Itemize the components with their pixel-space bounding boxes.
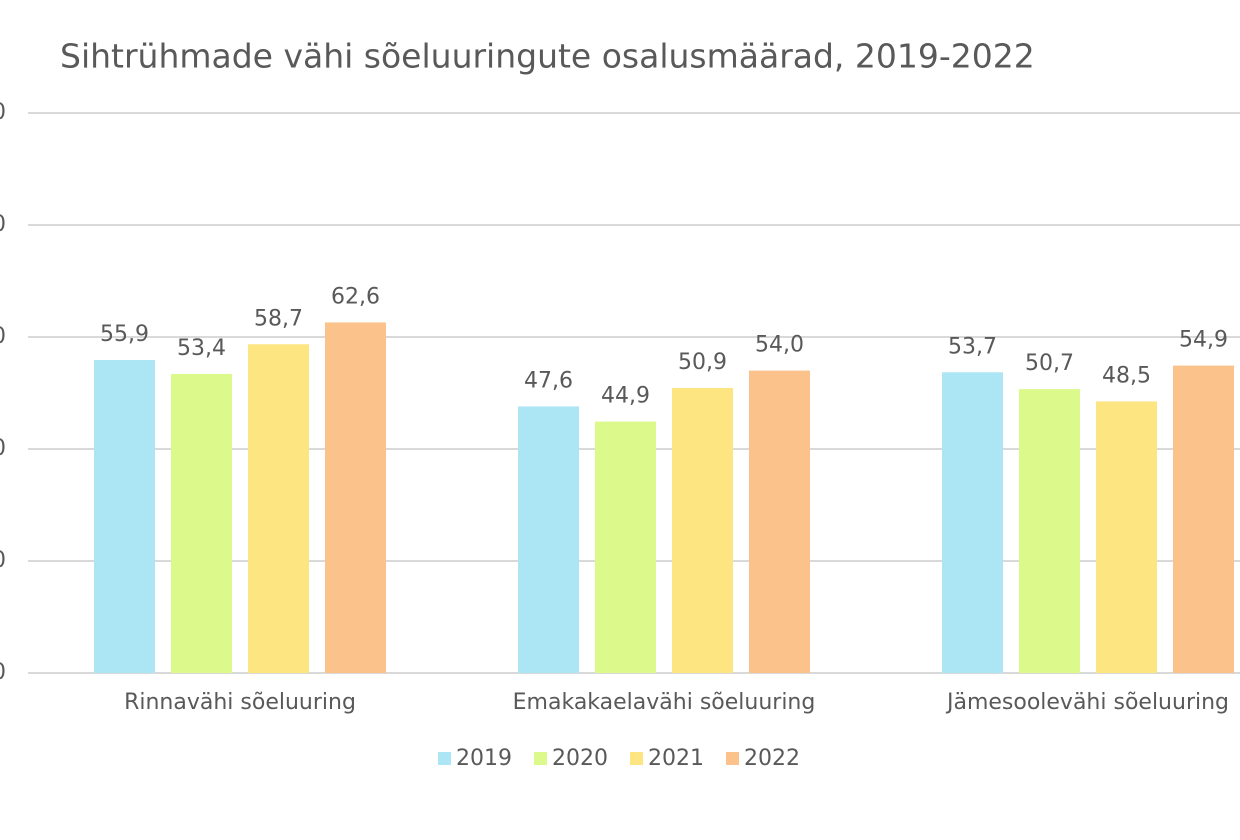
bar bbox=[1019, 389, 1080, 673]
bar bbox=[325, 322, 386, 673]
legend-label: 2021 bbox=[648, 746, 704, 771]
y-tick-label: 60 bbox=[0, 324, 6, 349]
bar bbox=[171, 373, 232, 673]
y-tick-label: 100 bbox=[0, 100, 6, 125]
data-label: 47,6 bbox=[524, 368, 573, 393]
data-label: 50,7 bbox=[1025, 351, 1074, 376]
data-label: 54,0 bbox=[755, 333, 804, 358]
bar bbox=[518, 406, 579, 673]
data-label: 48,5 bbox=[1102, 363, 1151, 388]
y-tick-label: 80 bbox=[0, 212, 6, 237]
bar bbox=[672, 387, 733, 673]
x-tick-label: Rinnavähi sõeluuring bbox=[124, 690, 356, 715]
legend-swatch bbox=[534, 752, 547, 765]
y-tick-label: 20 bbox=[0, 548, 6, 573]
data-label: 53,4 bbox=[177, 336, 226, 361]
data-label: 62,6 bbox=[331, 284, 380, 309]
legend-swatch bbox=[726, 752, 739, 765]
y-tick-label: 40 bbox=[0, 436, 6, 461]
bar bbox=[94, 359, 155, 673]
bar bbox=[749, 370, 810, 673]
bar bbox=[248, 344, 309, 673]
legend-label: 2020 bbox=[552, 746, 608, 771]
x-tick-label: Emakakaelavähi sõeluuring bbox=[513, 690, 816, 715]
bar bbox=[1173, 365, 1234, 673]
legend-label: 2022 bbox=[744, 746, 800, 771]
data-label: 58,7 bbox=[254, 306, 303, 331]
bar bbox=[942, 372, 1003, 673]
data-label: 54,9 bbox=[1179, 328, 1228, 353]
data-label: 50,9 bbox=[678, 350, 727, 375]
x-tick-label: Jämesoolevähi sõeluuring bbox=[945, 690, 1229, 715]
chart-title: Sihtrühmade vähi sõeluuringute osalusmää… bbox=[60, 37, 1035, 76]
y-tick-label: 0 bbox=[0, 660, 6, 685]
data-label: 53,7 bbox=[948, 334, 997, 359]
legend-swatch bbox=[630, 752, 643, 765]
legend-label: 2019 bbox=[456, 746, 512, 771]
bar bbox=[1096, 401, 1157, 673]
data-label: 55,9 bbox=[100, 322, 149, 347]
legend-swatch bbox=[438, 752, 451, 765]
bar bbox=[595, 421, 656, 673]
data-label: 44,9 bbox=[601, 384, 650, 409]
